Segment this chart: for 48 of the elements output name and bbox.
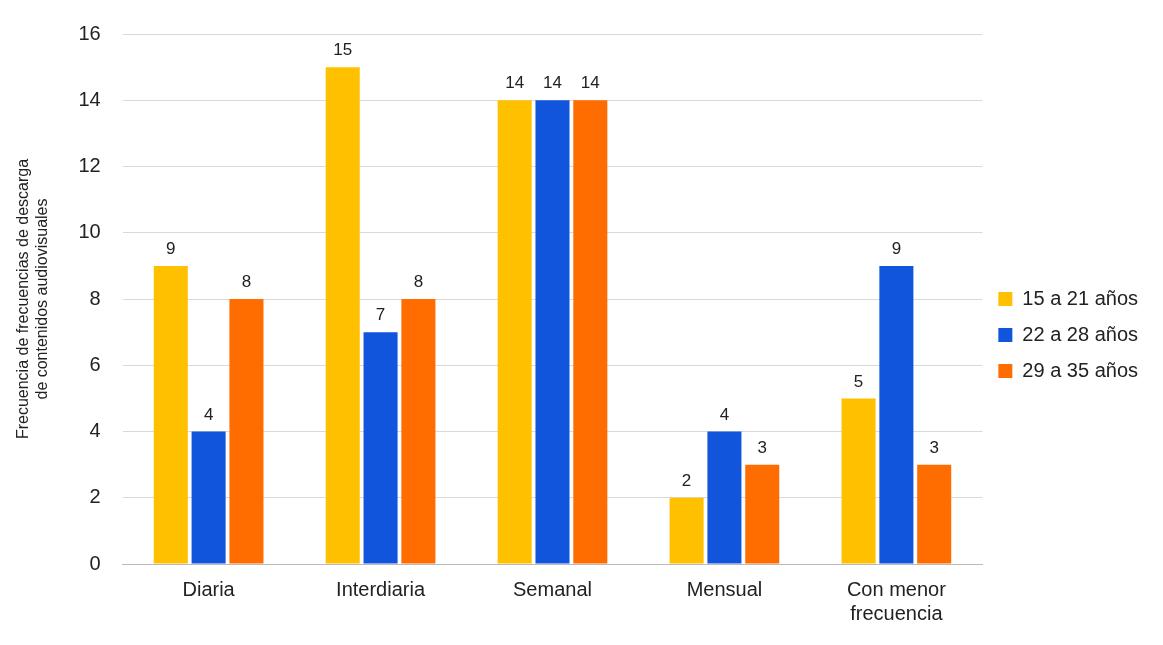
x-tick-label: Semanal [513, 577, 592, 600]
y-tick-label: 16 [78, 21, 101, 44]
y-tick-label: 10 [78, 220, 101, 243]
y-tick-label: 4 [89, 419, 101, 442]
bar [707, 431, 742, 564]
x-tick-label: Mensual [686, 577, 763, 600]
data-label: 9 [891, 239, 902, 259]
x-tick-label: Interdiaria [336, 577, 426, 600]
bar [325, 67, 360, 564]
bar [535, 100, 570, 564]
bar [917, 464, 952, 564]
bar [229, 299, 264, 564]
y-tick-label: 6 [89, 352, 101, 375]
x-tick-label: Diaria [182, 577, 236, 600]
data-label: 5 [853, 371, 864, 391]
data-label: 15 [333, 40, 353, 60]
data-label: 4 [203, 404, 214, 424]
bar [669, 497, 704, 564]
data-label: 3 [757, 437, 767, 457]
y-tick-label: 8 [89, 286, 101, 309]
legend-label: 15 a 21 años [1022, 286, 1138, 309]
bar [745, 464, 780, 564]
bar [191, 431, 226, 564]
data-label: 9 [166, 239, 176, 259]
legend-label: 22 a 28 años [1022, 322, 1138, 345]
y-tick-label: 0 [89, 551, 101, 574]
data-label: 2 [681, 470, 692, 490]
bar [153, 265, 188, 564]
data-label: 3 [929, 437, 939, 457]
data-label: 7 [375, 305, 386, 325]
data-label: 14 [543, 73, 562, 93]
y-tick-label: 2 [89, 485, 101, 508]
bar [573, 100, 608, 564]
y-tick-label: 14 [78, 87, 101, 110]
bar [841, 398, 876, 564]
data-label: 4 [719, 404, 730, 424]
legend-label: 29 a 35 años [1022, 358, 1138, 381]
y-tick-label: 12 [78, 154, 101, 177]
data-label: 14 [580, 73, 600, 93]
data-label: 14 [505, 73, 525, 93]
bar [401, 299, 436, 564]
bar [363, 332, 398, 564]
bar [497, 100, 532, 564]
data-label: 8 [241, 272, 252, 292]
y-axis-title: Frecuencia de frecuencias de descarga de contenidos audiovisuales [14, 158, 51, 440]
x-tick-label: Con menor frecuencia [846, 577, 947, 624]
bar [879, 265, 914, 564]
data-label: 8 [413, 272, 424, 292]
